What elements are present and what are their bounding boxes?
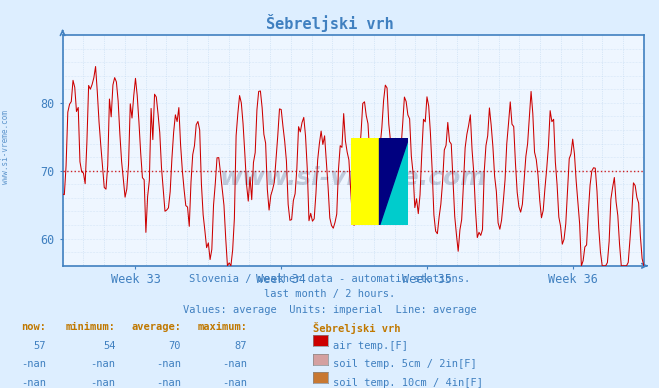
Text: air temp.[F]: air temp.[F] xyxy=(333,341,408,351)
Text: www.si-vreme.com: www.si-vreme.com xyxy=(1,111,10,184)
Text: -nan: -nan xyxy=(156,378,181,388)
Text: 57: 57 xyxy=(34,341,46,351)
Text: Šebreljski vrh: Šebreljski vrh xyxy=(313,322,401,334)
Text: -nan: -nan xyxy=(90,359,115,369)
Text: now:: now: xyxy=(21,322,46,332)
Text: -nan: -nan xyxy=(222,378,247,388)
Text: Šebreljski vrh: Šebreljski vrh xyxy=(266,14,393,31)
Text: -nan: -nan xyxy=(90,378,115,388)
Text: -nan: -nan xyxy=(222,359,247,369)
Text: -nan: -nan xyxy=(21,359,46,369)
Text: 70: 70 xyxy=(169,341,181,351)
Polygon shape xyxy=(379,138,408,225)
Text: 54: 54 xyxy=(103,341,115,351)
Text: -nan: -nan xyxy=(21,378,46,388)
Text: -nan: -nan xyxy=(156,359,181,369)
Text: average:: average: xyxy=(131,322,181,332)
Text: minimum:: minimum: xyxy=(65,322,115,332)
Text: maximum:: maximum: xyxy=(197,322,247,332)
Text: last month / 2 hours.: last month / 2 hours. xyxy=(264,289,395,299)
Polygon shape xyxy=(379,138,408,225)
Text: Values: average  Units: imperial  Line: average: Values: average Units: imperial Line: av… xyxy=(183,305,476,315)
Text: 87: 87 xyxy=(235,341,247,351)
Bar xyxy=(351,138,379,225)
Text: www.si-vreme.com: www.si-vreme.com xyxy=(219,166,487,190)
Text: soil temp. 5cm / 2in[F]: soil temp. 5cm / 2in[F] xyxy=(333,359,476,369)
Text: Slovenia / weather data - automatic stations.: Slovenia / weather data - automatic stat… xyxy=(189,274,470,284)
Text: soil temp. 10cm / 4in[F]: soil temp. 10cm / 4in[F] xyxy=(333,378,483,388)
